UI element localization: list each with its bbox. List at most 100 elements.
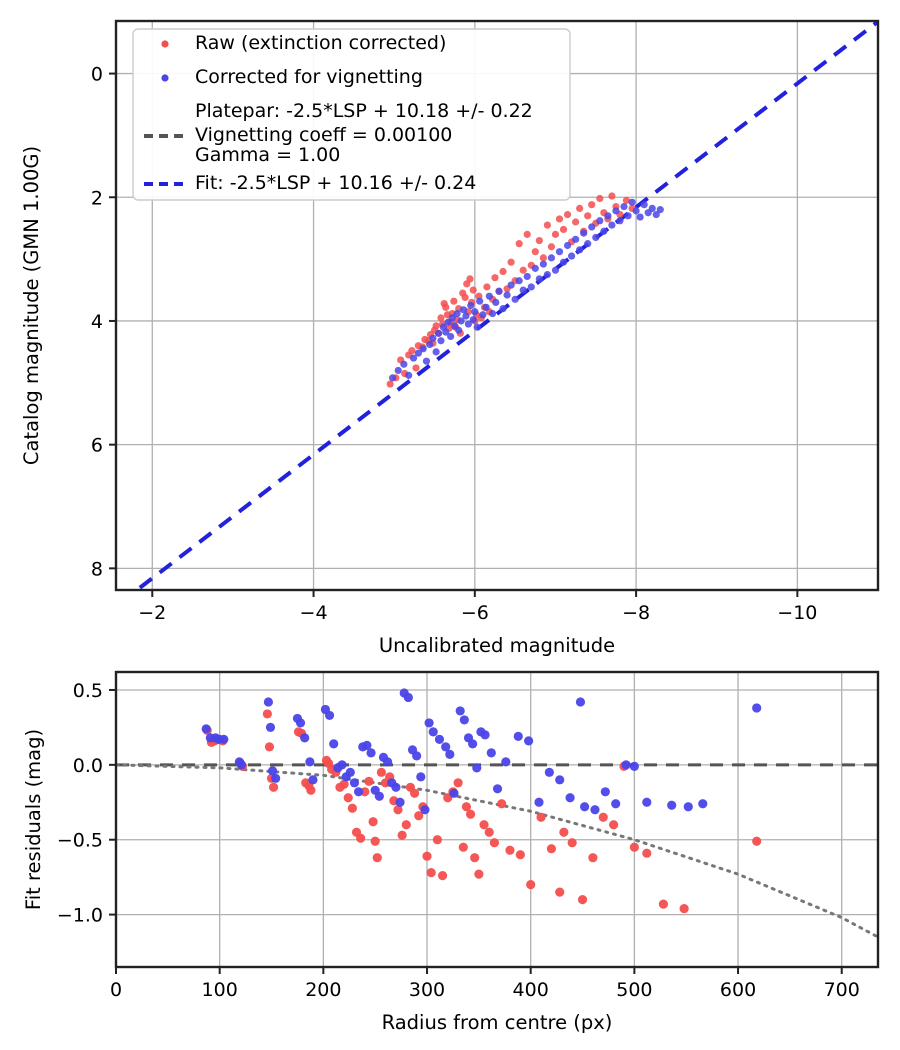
- data-point: [472, 763, 482, 773]
- data-point: [419, 345, 427, 353]
- data-point: [544, 767, 554, 777]
- data-point: [391, 782, 401, 792]
- data-point: [584, 212, 592, 220]
- data-point: [679, 903, 689, 914]
- panel-fit-residuals: 0 100 200 300 400 500 600 700 0.5 0.0 −0.5 −1.0 Radi…: [22, 670, 880, 1034]
- xtick-label: −2: [138, 602, 166, 624]
- data-point: [386, 380, 394, 388]
- data-point: [567, 252, 576, 260]
- data-point: [683, 802, 693, 812]
- data-point: [608, 192, 616, 200]
- data-point: [370, 836, 380, 846]
- data-point: [468, 739, 478, 749]
- data-point: [555, 215, 564, 223]
- data-point: [409, 788, 420, 798]
- data-point: [491, 274, 499, 282]
- legend-marker: [161, 74, 169, 82]
- data-point: [505, 845, 515, 855]
- data-point: [362, 740, 372, 750]
- data-point: [752, 703, 762, 713]
- data-point: [366, 748, 376, 758]
- xtick-label: −10: [777, 602, 817, 624]
- data-point: [642, 848, 652, 858]
- data-point: [555, 248, 564, 256]
- data-layer: [116, 688, 878, 939]
- data-point: [467, 301, 475, 310]
- legend-label: Fit: -2.5*LSP + 10.16 +/- 0.24: [195, 172, 476, 194]
- ytick-label: 0.0: [73, 755, 103, 777]
- data-point: [442, 328, 450, 336]
- yaxis-label: Catalog magnitude (GMN 1.00G): [20, 146, 43, 465]
- data-point: [563, 241, 572, 250]
- legend-label: Platepar: -2.5*LSP + 10.18 +/- 0.22: [195, 100, 533, 122]
- data-point: [483, 283, 491, 291]
- data-point: [442, 303, 450, 311]
- data-point: [636, 213, 644, 221]
- data-point: [572, 218, 580, 226]
- data-point: [598, 812, 608, 822]
- yaxis-label: Fit residuals (mag): [22, 729, 45, 910]
- data-point: [535, 236, 543, 245]
- data-point: [588, 853, 598, 863]
- data-point: [536, 812, 546, 822]
- data-point: [397, 830, 407, 840]
- data-point: [629, 842, 639, 852]
- data-point: [484, 827, 494, 837]
- data-point: [559, 225, 568, 234]
- data-point: [470, 853, 480, 863]
- data-point: [515, 240, 523, 248]
- data-point: [584, 240, 592, 248]
- data-point: [429, 334, 437, 342]
- data-point: [611, 799, 621, 809]
- data-point: [628, 198, 636, 206]
- data-point: [458, 842, 468, 852]
- data-point: [519, 266, 527, 274]
- legend: Raw (extinction corrected) Corrected for …: [132, 28, 571, 201]
- legend-label: Vignetting coeff = 0.00100: [195, 124, 452, 146]
- data-point: [590, 805, 600, 815]
- data-point: [405, 371, 413, 379]
- data-point: [445, 749, 455, 759]
- data-point: [495, 287, 503, 295]
- data-point: [539, 260, 547, 268]
- data-point: [539, 254, 547, 262]
- data-point: [551, 230, 560, 238]
- data-point: [656, 206, 664, 214]
- data-point: [395, 797, 405, 807]
- data-point: [408, 347, 416, 355]
- xtick-label: 500: [616, 979, 652, 1001]
- data-point: [353, 787, 364, 797]
- legend-item[interactable]: Corrected for vignetting: [161, 66, 423, 88]
- data-point: [219, 734, 229, 744]
- data-point: [580, 802, 590, 812]
- data-point: [499, 267, 507, 276]
- data-point: [559, 258, 568, 266]
- data-point: [667, 800, 677, 810]
- data-point: [455, 326, 463, 334]
- data-point: [604, 212, 612, 220]
- legend-item[interactable]: Platepar: -2.5*LSP + 10.18 +/- 0.22: [195, 100, 533, 122]
- data-point: [547, 254, 556, 262]
- data-point: [698, 799, 708, 809]
- data-point: [263, 697, 273, 707]
- data-point: [409, 354, 418, 362]
- legend-item[interactable]: Vignetting coeff = 0.00100: [144, 124, 452, 146]
- legend-item[interactable]: Gamma = 1.00: [195, 144, 340, 166]
- data-point: [543, 270, 551, 279]
- legend-item[interactable]: Raw (extinction corrected): [161, 32, 446, 54]
- xtick-label: 400: [513, 979, 549, 1001]
- data-point: [567, 838, 577, 848]
- axes-spines: [114, 670, 880, 969]
- data-point: [459, 715, 469, 725]
- data-point: [580, 229, 588, 237]
- data-point: [519, 286, 527, 294]
- data-point: [426, 868, 436, 878]
- data-point: [422, 357, 431, 365]
- ytick-label: 8: [91, 558, 103, 580]
- data-point: [447, 332, 455, 341]
- legend-item[interactable]: Fit: -2.5*LSP + 10.16 +/- 0.24: [144, 172, 476, 194]
- data-point: [412, 364, 420, 372]
- data-point: [236, 760, 247, 770]
- ytick-label: 4: [91, 311, 103, 333]
